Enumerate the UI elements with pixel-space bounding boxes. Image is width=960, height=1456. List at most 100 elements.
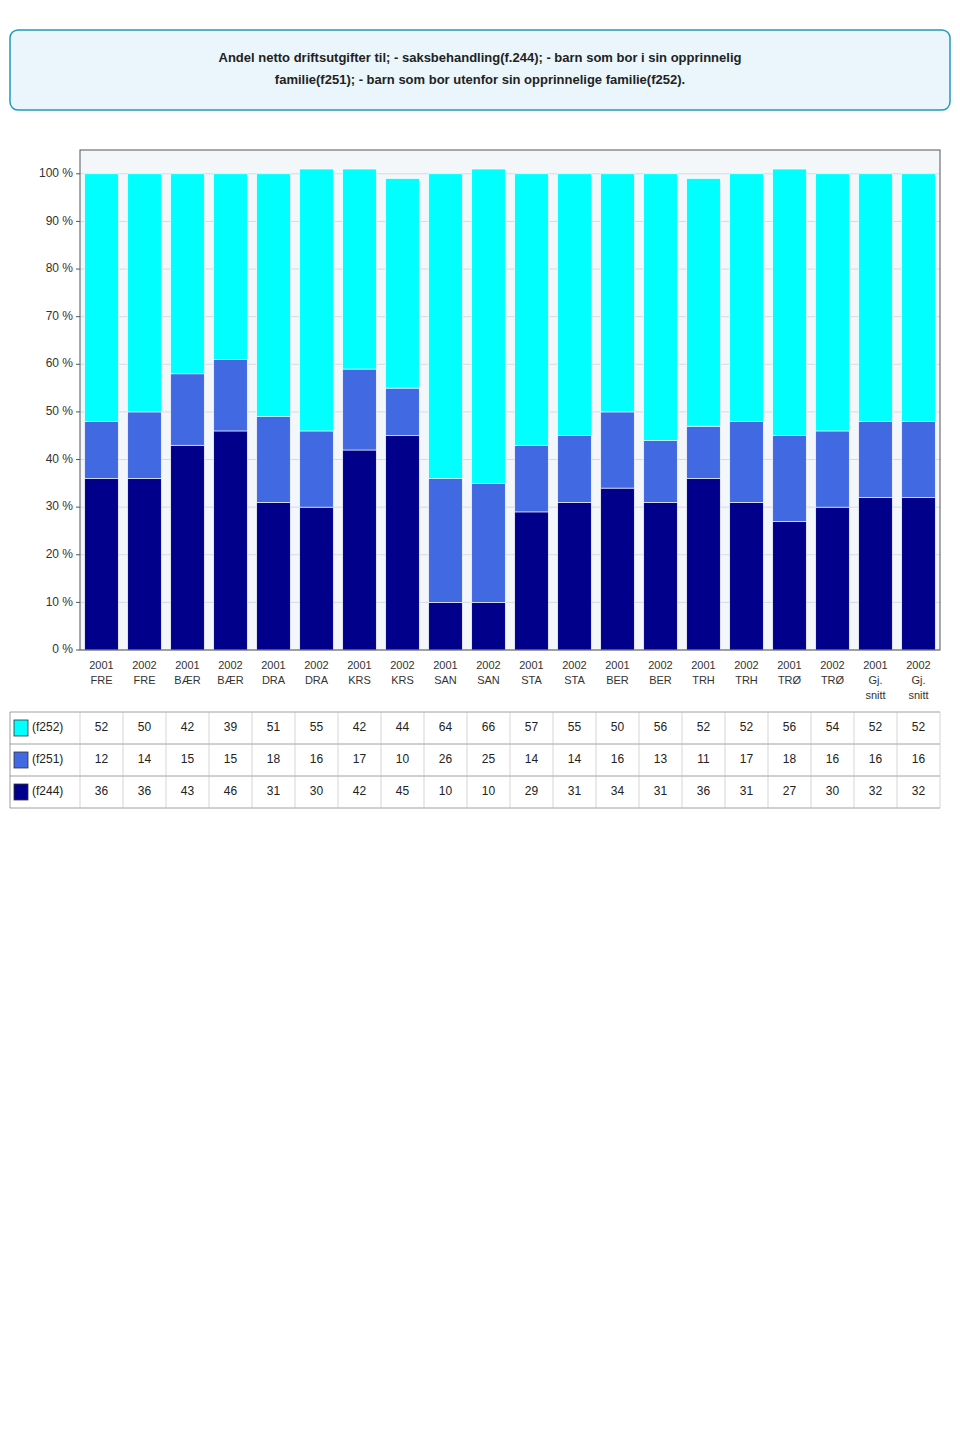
table-value: 52 [912, 720, 926, 734]
table-value: 32 [869, 784, 883, 798]
bar-segment [730, 502, 764, 650]
x-tick-label: 2001 [519, 659, 543, 671]
table-value: 10 [396, 752, 410, 766]
y-tick-label: 100 % [39, 166, 73, 180]
x-tick-label: KRS [391, 674, 414, 686]
bar-segment [644, 502, 678, 650]
table-value: 16 [912, 752, 926, 766]
x-tick-label: KRS [348, 674, 371, 686]
bar-segment [343, 369, 377, 450]
x-tick-label: 2001 [261, 659, 285, 671]
x-tick-label: FRE [91, 674, 113, 686]
table-value: 51 [267, 720, 281, 734]
table-value: 42 [353, 720, 367, 734]
bar-segment [730, 421, 764, 502]
table-value: 44 [396, 720, 410, 734]
x-tick-label: 2001 [347, 659, 371, 671]
table-row-line [10, 744, 940, 745]
bar-segment [902, 498, 936, 650]
table-value: 29 [525, 784, 539, 798]
y-tick-label: 0 % [52, 642, 73, 656]
bar-segment [472, 483, 506, 602]
x-tick-label: snitt [908, 689, 928, 701]
x-tick-label: 2002 [476, 659, 500, 671]
chart-svg: Andel netto driftsutgifter til; - saksbe… [0, 0, 960, 1456]
table-value: 16 [869, 752, 883, 766]
y-tick [76, 507, 80, 508]
bar-segment [429, 602, 463, 650]
x-tick-label: STA [564, 674, 585, 686]
y-tick-label: 60 % [46, 356, 74, 370]
bar-segment [214, 431, 248, 650]
table-col-line [639, 712, 640, 808]
x-tick-label: BER [606, 674, 629, 686]
grid-line [80, 221, 940, 222]
table-col-line [811, 712, 812, 808]
bar-segment [601, 488, 635, 650]
y-tick-label: 30 % [46, 499, 74, 513]
bar-segment [859, 498, 893, 650]
table-value: 64 [439, 720, 453, 734]
bar-segment [171, 374, 205, 445]
legend-swatch [14, 720, 28, 736]
title-background [10, 30, 950, 110]
y-tick [76, 364, 80, 365]
bar-segment [128, 174, 162, 412]
bar-segment [214, 360, 248, 431]
bar-segment [429, 479, 463, 603]
x-tick-label: Gj. [868, 674, 882, 686]
x-tick-label: 2002 [304, 659, 328, 671]
bar-segment [171, 174, 205, 374]
table-col-line [510, 712, 511, 808]
table-value: 17 [740, 752, 754, 766]
x-tick-label: SAN [477, 674, 500, 686]
y-tick-label: 80 % [46, 261, 74, 275]
title: familie(f251); - barn som bor utenfor si… [275, 72, 685, 87]
table-col-line [854, 712, 855, 808]
table-col-line [295, 712, 296, 808]
y-tick-label: 50 % [46, 404, 74, 418]
bar-segment [644, 174, 678, 441]
table-value: 16 [611, 752, 625, 766]
bar-segment [687, 179, 721, 427]
bar-segment [300, 431, 334, 507]
bar-segment [472, 169, 506, 483]
x-tick-label: TRØ [778, 674, 802, 686]
table-col-line [596, 712, 597, 808]
bar-segment [558, 436, 592, 503]
legend-swatch [14, 784, 28, 800]
y-tick-label: 90 % [46, 214, 74, 228]
x-tick-label: TRH [735, 674, 758, 686]
bar-segment [601, 174, 635, 412]
table-value: 26 [439, 752, 453, 766]
title: Andel netto driftsutgifter til; - saksbe… [219, 50, 742, 65]
table-value: 15 [181, 752, 195, 766]
legend-swatch [14, 752, 28, 768]
bar-segment [85, 479, 119, 650]
table-col-line [424, 712, 425, 808]
y-tick-label: 70 % [46, 309, 74, 323]
bar-segment [816, 174, 850, 431]
table-value: 45 [396, 784, 410, 798]
bar-segment [128, 412, 162, 479]
bar-segment [300, 169, 334, 431]
y-tick [76, 316, 80, 317]
x-axis: 2001FRE2002FRE2001BÆR2002BÆR2001DRA2002D… [89, 659, 930, 701]
table-value: 31 [568, 784, 582, 798]
bar-segment [515, 445, 549, 512]
table-value: 42 [353, 784, 367, 798]
x-tick-label: 2001 [777, 659, 801, 671]
y-tick [76, 554, 80, 555]
bar-segment [343, 450, 377, 650]
x-tick-label: 2001 [433, 659, 457, 671]
page: Andel netto driftsutgifter til; - saksbe… [0, 0, 960, 1456]
bar-series [85, 169, 936, 483]
y-axis: 0 %10 %20 %30 %40 %50 %60 %70 %80 %90 %1… [39, 166, 80, 656]
table-col-line [682, 712, 683, 808]
table-value: 31 [740, 784, 754, 798]
bar-segment [730, 174, 764, 422]
table-col-line [80, 712, 81, 808]
table-value: 54 [826, 720, 840, 734]
bar-segment [85, 421, 119, 478]
bar-segment [386, 436, 420, 650]
